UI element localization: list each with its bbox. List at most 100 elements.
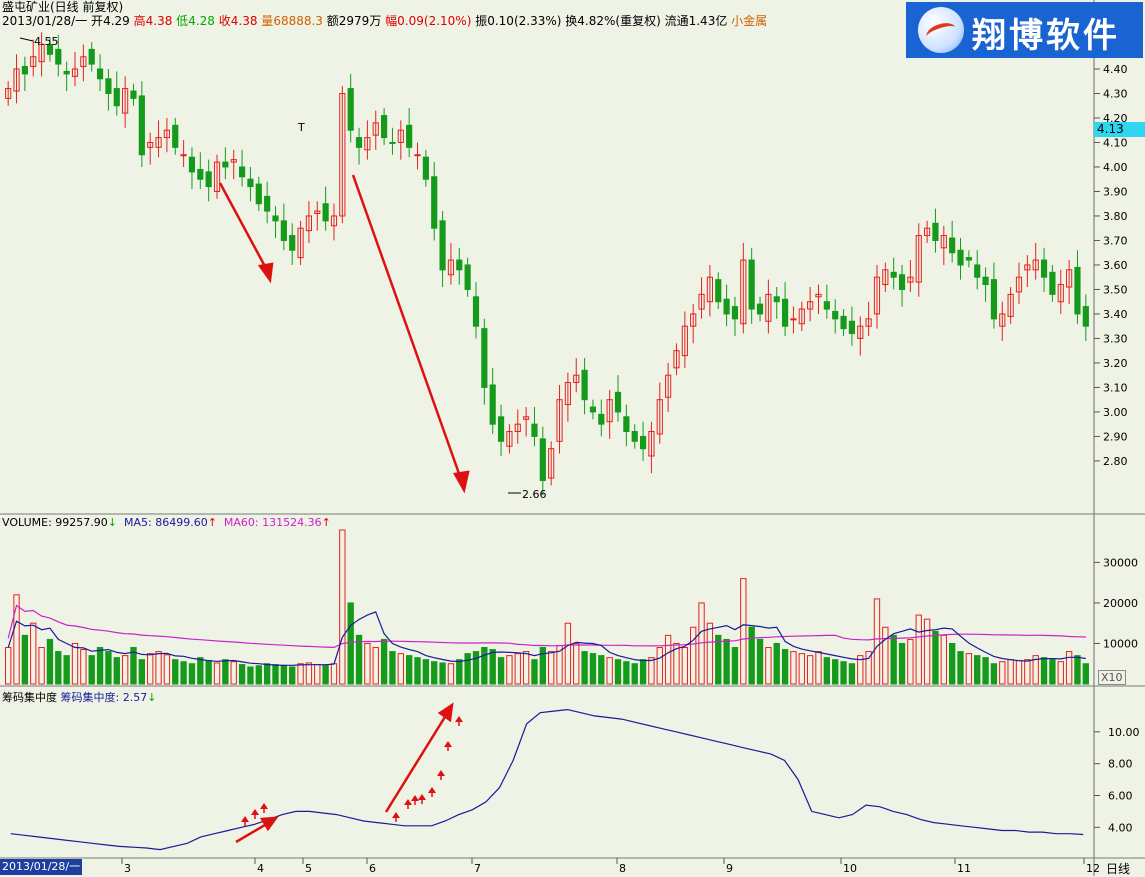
candle-down — [188, 156, 196, 173]
volume-bar-up — [564, 622, 572, 685]
volume-bar-up — [965, 653, 973, 685]
candle-down — [539, 438, 546, 482]
ma5-up-arrow-icon: ↑ — [207, 516, 217, 529]
candle-up — [857, 325, 864, 339]
candle-up — [1015, 276, 1023, 293]
volume-bar-down — [322, 664, 329, 685]
candle-down — [965, 257, 972, 261]
price-axis: 2.80 2.90 3.00 3.10 3.20 3.30 3.40 3.50 3.60 3.70… — [1094, 63, 1128, 468]
volume-bar-down — [46, 638, 54, 685]
candle-down — [105, 78, 112, 94]
time-tick-label: 10 — [843, 862, 857, 875]
price-tick-label: 2.90 — [1103, 430, 1128, 443]
volume-bar-up — [815, 651, 822, 685]
candle-up — [706, 276, 713, 303]
up-arrow-marker-icon — [251, 809, 259, 815]
ma60-label: MA60: 131524.36 — [223, 516, 322, 529]
candle-down — [247, 178, 254, 188]
logo-globe-icon — [918, 7, 964, 53]
up-arrow-marker-icon — [418, 794, 426, 800]
volume-ma-lines — [7, 604, 1086, 666]
time-tick-label: 5 — [305, 862, 312, 875]
candle-up — [1066, 269, 1073, 288]
logo-text: 翔博软件 — [972, 16, 1120, 56]
price-tick-label: 3.40 — [1103, 308, 1128, 321]
volume-bar-down — [439, 662, 446, 685]
volume-bar-down — [623, 661, 630, 685]
volume-bar-up — [297, 663, 304, 685]
candle-up — [80, 56, 87, 68]
volume-bar-up — [865, 651, 872, 685]
ma5-line — [7, 611, 1086, 666]
volume-bar-up — [163, 654, 171, 685]
volume-bar-down — [539, 647, 546, 685]
volume-bar-down — [948, 642, 956, 685]
volume-bar-up — [38, 647, 45, 685]
candle-down — [614, 391, 622, 413]
close-label-text: 收 — [218, 14, 231, 28]
up-arrow-marker-icon — [455, 716, 463, 722]
candle-up — [13, 68, 20, 92]
price-tick-label: 3.10 — [1103, 381, 1128, 394]
candle-up — [330, 215, 338, 227]
volume-tick-label: 20000 — [1103, 597, 1138, 610]
volume-bar-up — [447, 663, 455, 685]
volume-bar-up — [147, 653, 154, 685]
volume-bar-down — [88, 655, 95, 685]
volume-bar-down — [63, 655, 70, 685]
candle-down — [88, 48, 95, 65]
volume-bar-up — [690, 626, 697, 685]
volume-bar-down — [414, 657, 421, 685]
amount-label-text: 额 — [326, 14, 339, 28]
volume-bar-down — [347, 602, 354, 685]
volume-value-label: VOLUME: 99257.90 — [2, 516, 108, 529]
volume-bar-up — [673, 642, 680, 685]
volume-bar-down — [389, 651, 396, 685]
volume-bar-down — [247, 666, 254, 685]
candle-up — [815, 293, 822, 298]
amount-value: 2979万 — [338, 14, 382, 28]
change-value: 0.09(2.10%) — [397, 14, 472, 28]
candle-up — [447, 259, 455, 276]
candle-down — [639, 435, 647, 450]
candle-down — [406, 124, 413, 148]
price-tick-label: 4.00 — [1103, 161, 1128, 174]
volume-bar-down — [456, 659, 463, 685]
candle-down — [113, 88, 120, 107]
low-label-text: 低 — [176, 14, 189, 28]
volume-bar-up — [155, 651, 162, 685]
volume-label-text: 量 — [261, 14, 274, 28]
candle-down — [264, 195, 271, 212]
volume-bar-down — [238, 664, 246, 685]
candle-up — [915, 235, 922, 283]
price-tick-label: 3.50 — [1103, 283, 1128, 296]
t-mark: T — [297, 121, 305, 134]
candle-down — [589, 406, 597, 413]
high-pointer — [19, 37, 34, 42]
candle-down — [197, 168, 204, 180]
candle-up — [681, 325, 688, 357]
volume-bar-down — [598, 655, 605, 685]
candle-down — [389, 141, 396, 144]
candle-down — [205, 171, 212, 188]
volume-bar-up — [1065, 651, 1073, 685]
chip-value: 筹码集中度: 2.57 — [60, 691, 148, 704]
price-tick-label: 2.80 — [1103, 455, 1128, 468]
volume-bar-down — [974, 655, 981, 685]
volume-bar-down — [272, 664, 279, 685]
candle-up — [506, 431, 513, 447]
candle-down — [949, 237, 956, 254]
volume-bar-up — [740, 578, 747, 685]
candle-down — [890, 271, 897, 278]
volume-bar-up — [522, 651, 530, 685]
candle-down — [898, 274, 906, 290]
candle-down — [748, 259, 755, 310]
current-price-tag: 4.13 — [1094, 122, 1145, 137]
time-tick-label: 7 — [474, 862, 481, 875]
volume-bar-down — [96, 647, 104, 685]
candle-down — [1049, 271, 1056, 295]
volume-bar-down — [105, 651, 112, 685]
candle-down — [255, 183, 262, 205]
volume-bar-up — [648, 657, 655, 685]
